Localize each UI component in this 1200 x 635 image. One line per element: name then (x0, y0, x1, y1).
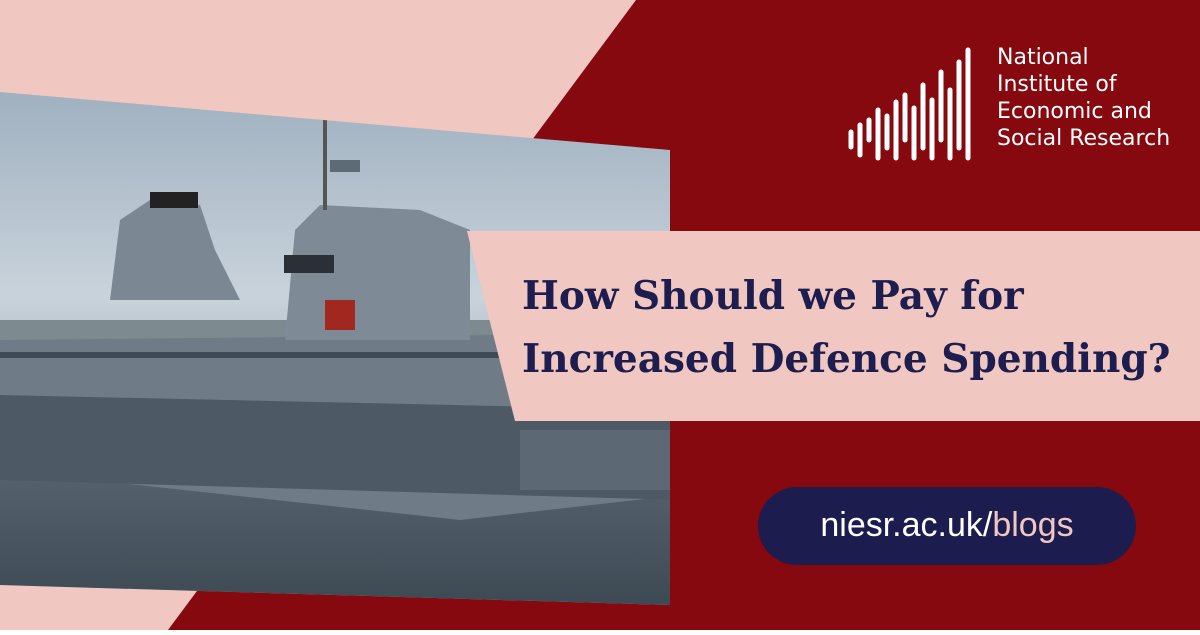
headline: How Should we Pay for (522, 273, 1024, 319)
headline: Increased Defence Spending? (522, 336, 1170, 382)
link-pill[interactable] (758, 487, 1136, 565)
logo-text: Institute of (997, 72, 1118, 97)
logo-text: Social Research (997, 126, 1170, 151)
headline-box (467, 231, 1200, 421)
logo-text: Economic and (997, 99, 1152, 124)
link-section: blogs (992, 506, 1073, 544)
logo-text: National (997, 45, 1089, 70)
link-domain: niesr.ac.uk/ (820, 506, 993, 544)
link-text[interactable]: niesr.ac.uk/blogs (820, 506, 1073, 544)
logo (848, 47, 971, 161)
